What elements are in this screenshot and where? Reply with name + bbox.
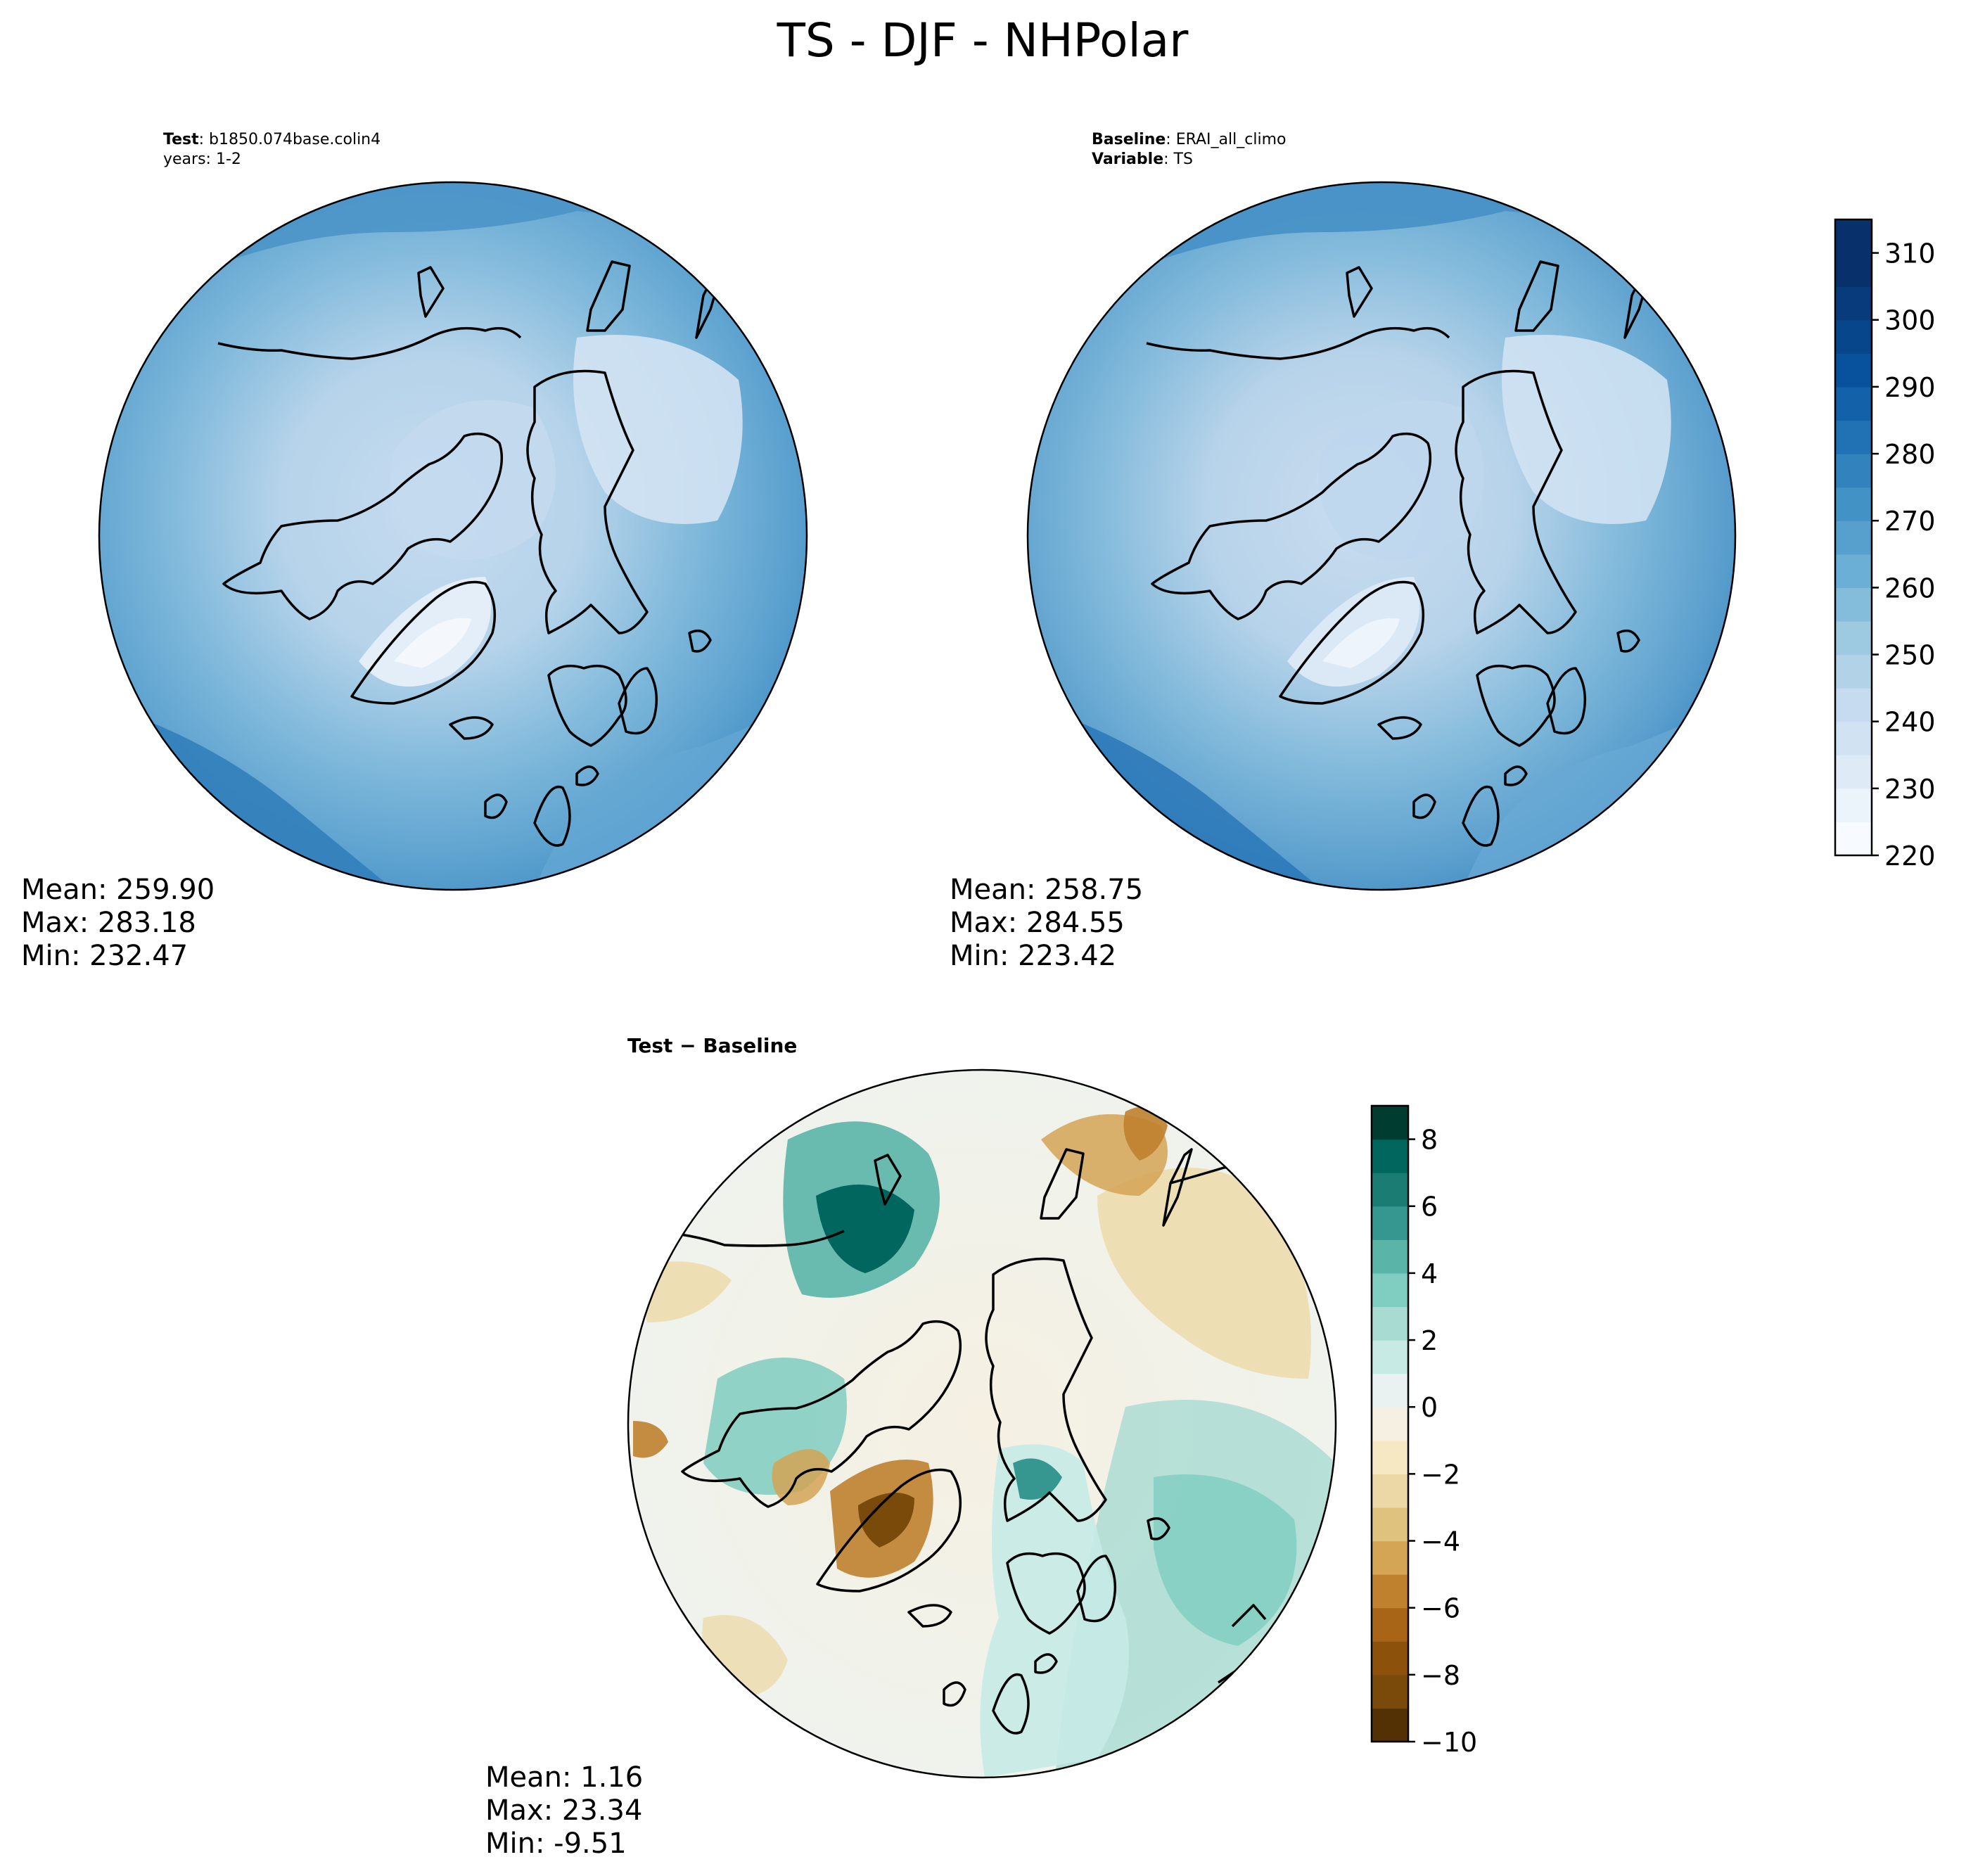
baseline-field-fill (1028, 182, 1735, 890)
variable-header-label: Variable (1092, 151, 1164, 168)
diff-min: Min: -9.51 (485, 1827, 627, 1860)
temperature-colorbar-tick-label: 230 (1884, 774, 1936, 805)
temperature-colorbar-segment (1835, 253, 1872, 287)
test-header-label: Test (163, 131, 199, 148)
temperature-colorbar-segment (1835, 521, 1872, 555)
test-map-boundary (98, 181, 808, 891)
diff-map-panel (627, 1068, 1337, 1779)
temperature-colorbar-segment (1835, 454, 1872, 488)
difference-colorbar-segment (1372, 1674, 1408, 1709)
difference-colorbar-tick-label: 4 (1421, 1258, 1438, 1289)
variable-header-value: TS (1173, 151, 1193, 168)
temperature-colorbar-segment (1835, 286, 1872, 321)
difference-colorbar-tick-label: −6 (1421, 1593, 1460, 1624)
temperature-colorbar-segment (1835, 755, 1872, 789)
difference-colorbar-segment (1372, 1239, 1408, 1274)
difference-colorbar-segment (1372, 1607, 1408, 1642)
difference-colorbar-segment (1372, 1272, 1408, 1308)
temperature-colorbar-segment (1835, 386, 1872, 421)
difference-colorbar-tick-label: 2 (1421, 1325, 1438, 1356)
temperature-colorbar-segment (1835, 219, 1872, 254)
temperature-colorbar-tick-label: 220 (1884, 841, 1936, 872)
difference-colorbar-segment (1372, 1641, 1408, 1676)
diff-max: Max: 23.34 (485, 1794, 643, 1827)
diff-header: Test − Baseline (627, 1034, 798, 1057)
temperature-colorbar-tick-label: 260 (1884, 573, 1936, 604)
difference-colorbar-segment (1372, 1474, 1408, 1508)
test-mean: Mean: 259.90 (21, 874, 215, 906)
test-header: Test: b1850.074base.colin4 (163, 131, 381, 148)
difference-colorbar-tick-label: −2 (1421, 1459, 1460, 1490)
diff-map-boundary (627, 1068, 1337, 1779)
temperature-colorbar-tick-label: 280 (1884, 439, 1936, 470)
baseline-coastlines (1146, 260, 1735, 847)
difference-colorbar-segment (1372, 1507, 1408, 1542)
temperature-colorbar-segment (1835, 654, 1872, 689)
test-map-panel (98, 181, 808, 891)
difference-colorbar-segment (1372, 1206, 1408, 1240)
temperature-colorbar-segment (1835, 587, 1872, 622)
diff-coastlines (680, 1148, 1336, 1735)
difference-colorbar-segment (1372, 1106, 1408, 1140)
difference-colorbar-tick-label: 0 (1421, 1392, 1438, 1423)
difference-colorbar-tick-label: −8 (1421, 1660, 1460, 1691)
baseline-min: Min: 223.42 (950, 940, 1117, 972)
temperature-colorbar-frame (1834, 218, 1873, 857)
difference-colorbar-segment (1372, 1340, 1408, 1374)
difference-colorbar-segment (1372, 1708, 1408, 1742)
test-header-value: b1850.074base.colin4 (209, 131, 381, 148)
temperature-colorbar-segment (1835, 788, 1872, 823)
temperature-colorbar-tick-label: 250 (1884, 640, 1936, 671)
baseline-map-boundary (1026, 181, 1737, 891)
difference-colorbar-segment (1372, 1407, 1408, 1441)
baseline-header: Baseline: ERAI_all_climo (1092, 131, 1287, 148)
test-years: years: 1-2 (163, 151, 241, 168)
temperature-colorbar-tick-label: 240 (1884, 707, 1936, 738)
temperature-colorbar-segment (1835, 688, 1872, 722)
difference-colorbar-segment (1372, 1540, 1408, 1575)
difference-colorbar-segment (1372, 1440, 1408, 1474)
test-max: Max: 283.18 (21, 907, 196, 939)
baseline-map-panel (1026, 181, 1737, 891)
baseline-header-value: ERAI_all_climo (1175, 131, 1287, 148)
temperature-colorbar-tick-label: 300 (1884, 305, 1936, 336)
difference-colorbar-tick-label: 6 (1421, 1192, 1438, 1223)
temperature-colorbar-segment (1835, 620, 1872, 656)
difference-colorbar: −10 −8 −6 −4 −2 0 2 4 6 8 (1370, 1104, 1477, 1758)
temperature-colorbar-tick-label: 290 (1884, 372, 1936, 403)
variable-header: Variable: TS (1092, 151, 1193, 168)
temperature-colorbar-segment (1835, 487, 1872, 521)
temperature-colorbar-tick-label: 310 (1884, 238, 1936, 269)
difference-colorbar-segment (1372, 1373, 1408, 1408)
temperature-colorbar-segment (1835, 554, 1872, 588)
difference-colorbar-segment (1372, 1306, 1408, 1341)
test-coastlines (217, 260, 807, 847)
temperature-colorbar-segment (1835, 822, 1872, 856)
temperature-colorbar-tick-label: 270 (1884, 506, 1936, 537)
difference-colorbar-tick-label: −4 (1421, 1526, 1460, 1557)
diff-field-fill (628, 1070, 1336, 1778)
figure-title: TS - DJF - NHPolar (777, 13, 1189, 68)
difference-colorbar-segment (1372, 1574, 1408, 1609)
test-min: Min: 232.47 (21, 940, 189, 972)
temperature-colorbar-segment (1835, 721, 1872, 755)
difference-colorbar-tick-label: −10 (1421, 1727, 1477, 1758)
temperature-colorbar-segment (1835, 319, 1872, 354)
baseline-max: Max: 284.55 (950, 907, 1125, 939)
difference-colorbar-tick-label: 8 (1421, 1125, 1438, 1156)
temperature-colorbar: 220 230 240 250 260 270 280 290 300 310 (1834, 218, 1936, 872)
difference-colorbar-segment (1372, 1173, 1408, 1207)
difference-colorbar-frame (1370, 1104, 1410, 1743)
difference-colorbar-segment (1372, 1139, 1408, 1173)
diff-mean: Mean: 1.16 (485, 1761, 644, 1794)
baseline-mean: Mean: 258.75 (950, 874, 1144, 906)
temperature-colorbar-segment (1835, 353, 1872, 388)
baseline-header-label: Baseline (1092, 131, 1166, 148)
temperature-colorbar-segment (1835, 420, 1872, 454)
test-field-fill (99, 182, 807, 890)
